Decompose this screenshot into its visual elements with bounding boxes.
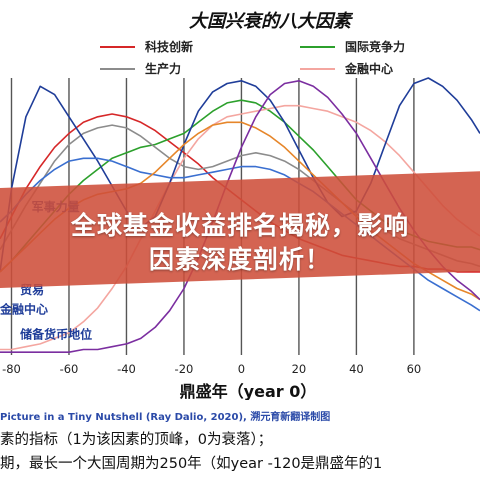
- note-line-1: 素的指标（1为该因素的顶峰，0为衰落）；: [0, 432, 273, 448]
- series-line: [0, 104, 480, 351]
- x-tick-label: 20: [292, 362, 307, 376]
- x-tick-label: 60: [407, 362, 422, 376]
- x-tick-label: -20: [175, 362, 194, 376]
- legend-label: 生产力: [145, 61, 181, 76]
- inline-series-label: 储备货币地位: [20, 326, 92, 341]
- note-line-2: 期，最长一个大国周期为250年（如year -120是鼎盛年的1: [0, 456, 383, 472]
- source-caption: Picture in a Tiny Nutshell (Ray Dalio, 2…: [0, 412, 331, 423]
- legend-label: 科技创新: [145, 39, 193, 54]
- overlay-headline-line1: 全球基金收益排名揭秘，影响: [70, 211, 409, 240]
- x-tick-label: 0: [238, 362, 245, 376]
- chart-title: 大国兴衰的八大因素: [189, 11, 354, 32]
- x-tick-label: -40: [117, 362, 136, 376]
- x-axis: -80 -60 -40 -20 0 20 40 60: [2, 362, 421, 376]
- legend-label: 金融中心: [344, 61, 393, 76]
- x-tick-label: -60: [60, 362, 79, 376]
- legend-label: 国际竞争力: [345, 39, 405, 54]
- x-tick-label: -80: [2, 362, 21, 376]
- series-line: [0, 77, 480, 273]
- x-axis-label: 鼎盛年（year 0）: [180, 382, 317, 400]
- x-tick-label: 40: [349, 362, 364, 376]
- inline-series-label: 金融中心: [0, 301, 48, 316]
- overlay-headline-line2: 因素深度剖析！: [148, 245, 331, 274]
